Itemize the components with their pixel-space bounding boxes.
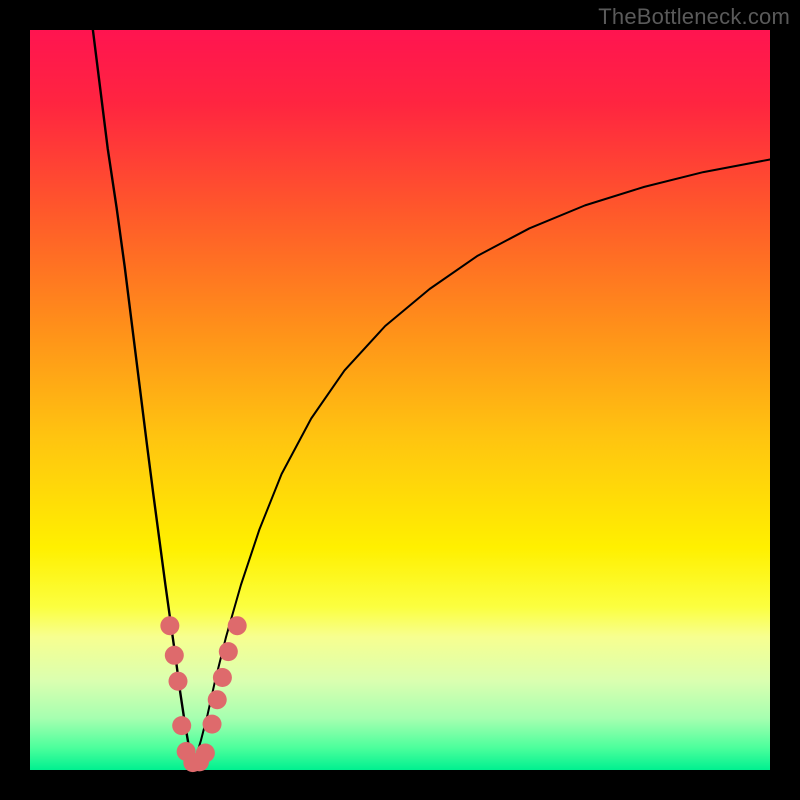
data-marker (228, 616, 247, 635)
data-marker (208, 690, 227, 709)
data-marker (160, 616, 179, 635)
data-marker (213, 668, 232, 687)
data-marker (169, 672, 188, 691)
chart-stage: TheBottleneck.com (0, 0, 800, 800)
data-marker (172, 716, 191, 735)
data-marker (165, 646, 184, 665)
watermark-text: TheBottleneck.com (598, 4, 790, 30)
chart-svg (0, 0, 800, 800)
data-marker (219, 642, 238, 661)
data-marker (196, 743, 215, 762)
data-marker (203, 715, 222, 734)
